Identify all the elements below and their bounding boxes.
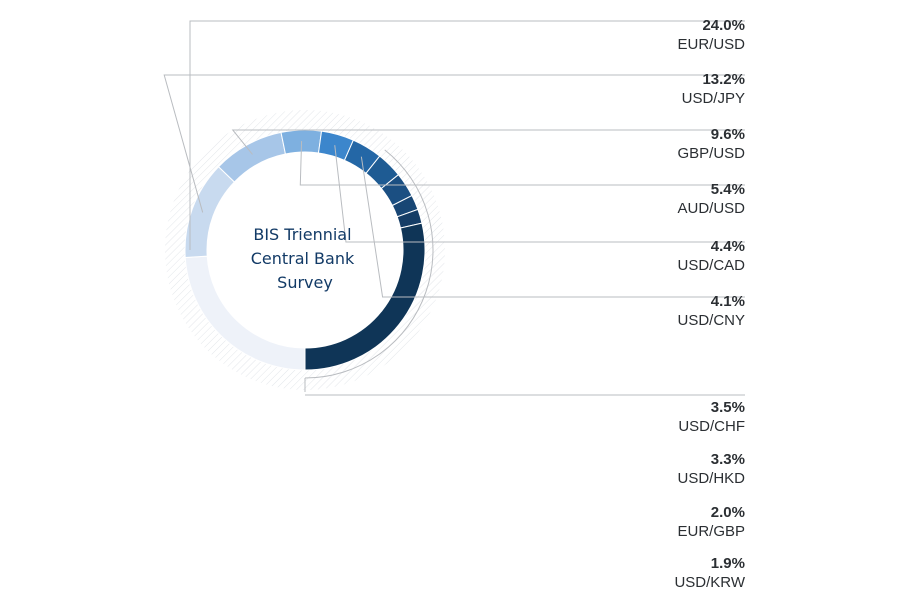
leader-line-3: [231, 129, 745, 155]
value-label-1: 24.0%: [702, 17, 745, 34]
value-label-3: 9.6%: [711, 126, 745, 143]
value-label-9: 2.0%: [711, 504, 745, 521]
center-title-line-1: BIS Triennial: [253, 225, 351, 244]
leader-lines: [163, 20, 745, 396]
group-bracket: [304, 149, 434, 379]
pair-label-4: AUD/USD: [677, 200, 745, 217]
pair-label-9: EUR/GBP: [677, 523, 745, 540]
value-label-7: 3.5%: [711, 399, 745, 416]
leader-line-6: [360, 156, 745, 298]
center-title: BIS Triennial Central Bank Survey: [251, 225, 360, 292]
leader-line-2: [163, 74, 745, 213]
value-label-4: 5.4%: [711, 181, 745, 198]
value-label-6: 4.1%: [711, 293, 745, 310]
value-label-10: 1.9%: [711, 555, 745, 572]
donut-segments: [184, 129, 426, 371]
value-label-2: 13.2%: [702, 71, 745, 88]
center-title-line-3: Survey: [277, 273, 333, 292]
pair-label-3: GBP/USD: [677, 145, 745, 162]
leader-line-5: [334, 145, 745, 243]
pair-label-5: USD/CAD: [677, 257, 745, 274]
leader-line-4: [299, 141, 745, 186]
pair-label-8: USD/HKD: [677, 470, 745, 487]
value-label-8: 3.3%: [711, 451, 745, 468]
pair-label-7: USD/CHF: [678, 418, 745, 435]
pair-label-6: USD/CNY: [677, 312, 745, 329]
pair-label-1: EUR/USD: [677, 36, 745, 53]
hatch-mask: [185, 130, 425, 370]
center-title-line-2: Central Bank: [251, 249, 355, 268]
group-leader-line: [304, 378, 745, 396]
leader-line-1: [189, 20, 745, 250]
segment-labels: 24.0% EUR/USD 13.2% USD/JPY 9.6% GBP/USD 5.4% A…: [674, 17, 745, 591]
value-label-5: 4.4%: [711, 238, 745, 255]
pair-label-10: USD/KRW: [674, 574, 745, 591]
pair-label-2: USD/JPY: [682, 90, 745, 107]
